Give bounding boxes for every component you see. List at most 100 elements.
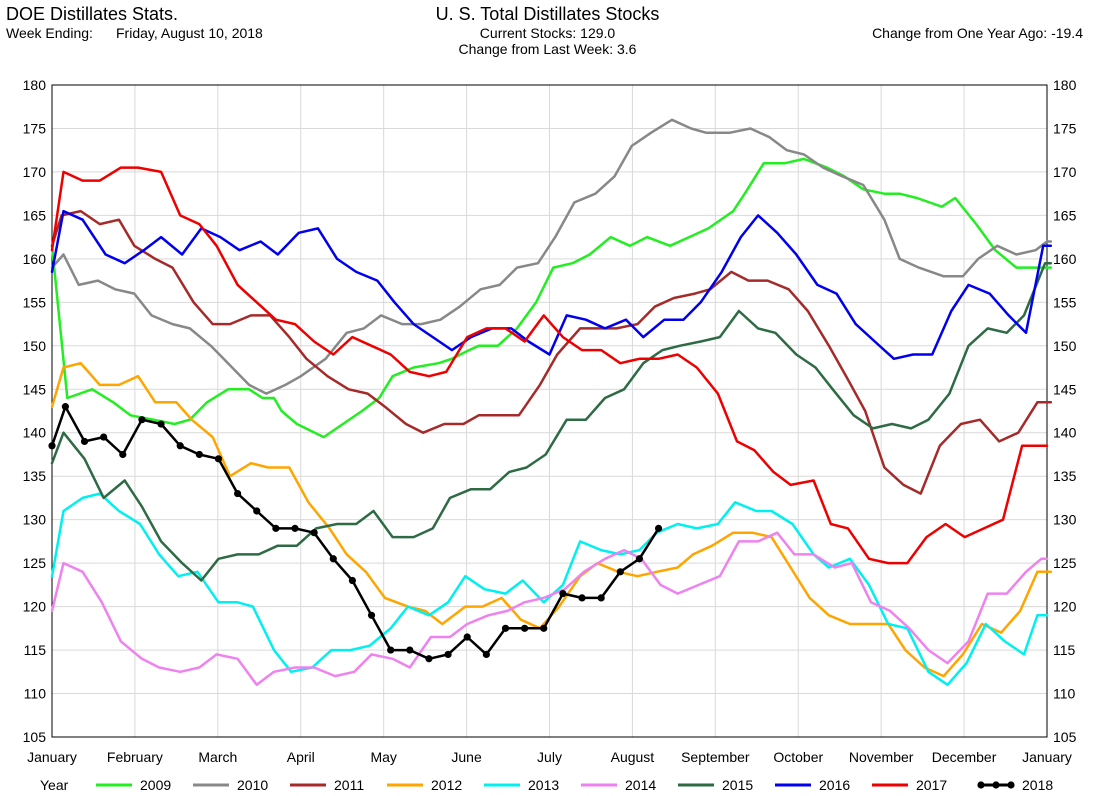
y-tick-label-right: 120 — [1053, 599, 1077, 615]
y-tick-label-right: 125 — [1053, 555, 1077, 571]
y-tick-label-left: 135 — [23, 468, 47, 484]
y-tick-label-right: 160 — [1053, 251, 1077, 267]
change-from-one-year-ago: Change from One Year Ago: -19.4 — [872, 25, 1083, 41]
data-point-2018 — [501, 624, 510, 632]
legend-label-2018: 2018 — [1022, 777, 1053, 793]
legend-title: Year — [40, 777, 69, 793]
series-line-2011 — [50, 209, 1053, 495]
y-tick-label-right: 150 — [1053, 338, 1077, 354]
series-line-2014 — [50, 531, 1049, 687]
y-tick-label-left: 155 — [23, 294, 47, 310]
week-ending-label: Week Ending: — [6, 25, 93, 41]
y-tick-label-right: 165 — [1053, 207, 1077, 223]
y-tick-label-left: 105 — [23, 729, 47, 745]
series-lines — [48, 118, 1053, 687]
data-point-2018 — [100, 433, 108, 441]
y-tick-label-left: 165 — [23, 207, 47, 223]
series-line-2016 — [50, 209, 1053, 361]
data-point-2018 — [367, 611, 376, 619]
x-tick-label: July — [537, 749, 562, 765]
data-point-2018 — [463, 633, 471, 641]
data-point-2018 — [310, 529, 318, 537]
y-tick-label-left: 175 — [23, 120, 47, 136]
left-title: DOE Distillates Stats. — [6, 4, 179, 24]
y-tick-label-left: 180 — [23, 77, 47, 93]
data-point-2018 — [597, 594, 605, 602]
legend-label-2015: 2015 — [722, 777, 753, 793]
x-tick-label: February — [107, 749, 163, 765]
data-point-2018 — [61, 403, 69, 411]
x-tick-label: September — [681, 749, 750, 765]
data-point-2018 — [119, 450, 127, 459]
legend-label-2016: 2016 — [819, 777, 850, 793]
x-tick-label: April — [287, 749, 315, 765]
legend-marker-2018 — [1007, 781, 1015, 789]
data-point-2018 — [195, 450, 203, 459]
y-tick-label-left: 130 — [23, 512, 47, 528]
y-tick-label-left: 150 — [23, 338, 47, 354]
data-point-2018 — [234, 489, 242, 498]
y-tick-label-right: 105 — [1053, 729, 1077, 745]
y-tick-label-right: 115 — [1053, 642, 1076, 658]
y-tick-label-left: 125 — [23, 555, 47, 571]
series-line-2015 — [50, 261, 1053, 582]
data-point-2018 — [80, 437, 89, 446]
y-tick-label-right: 180 — [1053, 77, 1077, 93]
y-tick-label-right: 110 — [1053, 686, 1076, 702]
data-point-2018 — [578, 594, 586, 602]
legend: Year 2009 2010 2011 2012 2013 2014 2015 2016 2017… — [40, 777, 1053, 793]
series-line-2010 — [50, 118, 1053, 395]
data-point-2018 — [291, 524, 299, 532]
data-point-2018 — [387, 646, 395, 654]
data-point-2018 — [654, 524, 663, 532]
change-from-last-week: Change from Last Week: 3.6 — [458, 41, 637, 57]
y-tick-label-right: 155 — [1053, 294, 1077, 310]
x-tick-label: January — [1022, 749, 1072, 765]
series-line-2017 — [50, 166, 1049, 565]
week-ending-value: Friday, August 10, 2018 — [116, 25, 263, 41]
data-point-2018 — [48, 442, 56, 450]
data-point-2018 — [176, 442, 184, 450]
x-tick-label: June — [451, 749, 482, 765]
y-tick-label-left: 110 — [24, 686, 47, 702]
legend-label-2014: 2014 — [625, 777, 656, 793]
data-point-2018 — [521, 624, 529, 632]
x-tick-label: August — [611, 749, 655, 765]
legend-marker-2018 — [977, 781, 985, 789]
axes: 105 105 110 110 115 115 120 120 125 125 130 130 135 1… — [23, 77, 1077, 765]
plot-border — [51, 84, 1048, 738]
x-tick-label: March — [198, 749, 237, 765]
data-point-2018 — [540, 624, 548, 632]
data-point-2018 — [348, 576, 357, 585]
y-tick-label-left: 140 — [23, 425, 47, 441]
series-line-2018 — [50, 405, 660, 661]
data-point-2018 — [406, 646, 414, 654]
y-tick-label-right: 135 — [1053, 468, 1077, 484]
y-tick-label-left: 160 — [23, 251, 47, 267]
y-tick-label-left: 120 — [23, 599, 47, 615]
legend-label-2012: 2012 — [431, 777, 462, 793]
series-line-2009 — [50, 157, 1053, 439]
y-tick-label-right: 145 — [1053, 381, 1077, 397]
data-point-2018 — [425, 655, 433, 663]
data-point-2018 — [253, 507, 261, 515]
y-tick-label-right: 130 — [1053, 512, 1077, 528]
legend-label-2010: 2010 — [237, 777, 268, 793]
y-tick-label-left: 170 — [23, 164, 47, 180]
data-point-2018 — [329, 555, 337, 563]
x-tick-label: November — [849, 749, 914, 765]
data-point-2018 — [444, 650, 452, 659]
data-point-2018 — [138, 416, 146, 424]
y-tick-label-left: 145 — [23, 381, 47, 397]
legend-label-2013: 2013 — [528, 777, 559, 793]
y-tick-label-right: 140 — [1053, 425, 1077, 441]
current-stocks: Current Stocks: 129.0 — [479, 25, 616, 41]
data-point-2018 — [157, 420, 165, 428]
data-point-2018 — [635, 555, 644, 563]
x-tick-label: May — [370, 749, 396, 765]
legend-label-2009: 2009 — [140, 777, 171, 793]
y-tick-label-left: 115 — [24, 642, 47, 658]
legend-label-2011: 2011 — [334, 777, 364, 793]
data-point-2018 — [482, 650, 490, 659]
